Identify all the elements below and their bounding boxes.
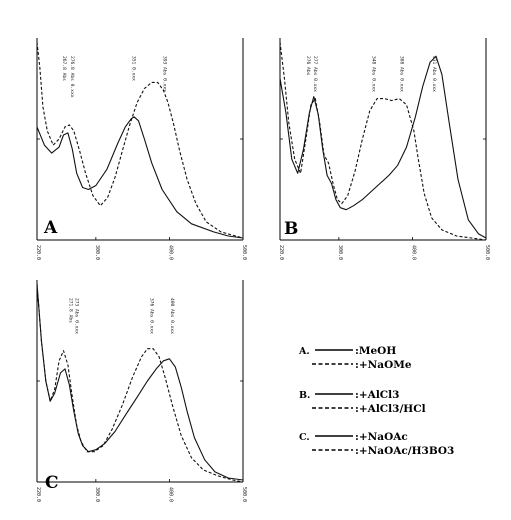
peak-annotation: 276 Abs <box>305 56 311 76</box>
peak-annotation: 400 Abs 0.xxx <box>169 298 175 334</box>
x-tick-label: 300.0 <box>337 245 343 260</box>
x-tick-label: 220.0 <box>35 487 41 502</box>
x-tick-label: 400.0 <box>167 487 173 502</box>
legend-group-letter: C. <box>299 432 310 443</box>
peak-annotation: 267.8 Abs <box>61 56 67 81</box>
peak-annotation: 376 Abs 0.xxx <box>148 298 154 334</box>
legend-group-letter: B. <box>299 390 310 401</box>
peak-annotation: 348 Abs 0.xxx <box>371 56 377 92</box>
legend-entry-label: :+NaOAc <box>355 431 408 443</box>
series-line-solid <box>36 116 244 239</box>
legend-entry-label: :+AlCl3/HCl <box>355 403 426 415</box>
series-line-solid <box>279 55 487 239</box>
panel-label-b: B <box>284 219 298 239</box>
legend-entry-label: :+AlCl3 <box>355 389 399 401</box>
series-line-solid <box>36 283 244 481</box>
x-tick-label: 400.0 <box>410 245 416 260</box>
chart-panel-b: 220.0 300.0 400.0 500.0 276 Abs 277 Abs 0.xxx… <box>278 38 490 260</box>
legend-entry-label: :+NaOAc/H3BO3 <box>355 445 454 457</box>
peak-annotation: 277 Abs 0.xxx <box>312 56 318 92</box>
x-tick-label: 300.0 <box>94 245 100 260</box>
x-tick-label: 220.0 <box>278 245 284 260</box>
legend: A. :MeOH :+NaOMe B. :+AlCl3 :+AlCl3/HCl C. :+Na… <box>298 345 454 457</box>
peak-annotation: 351 0.xxx <box>131 56 137 81</box>
x-tick-label: 300.0 <box>94 487 100 502</box>
x-tick-label: 500.0 <box>241 487 247 502</box>
series-line-dashed <box>279 41 487 241</box>
chart-panel-a: 220.0 300.0 400.0 500.0 267.8 Abs 276.8 Abs 0… <box>35 38 247 260</box>
series-line-dashed <box>36 41 244 239</box>
peak-annotation: 388 Abs 0.xxx <box>399 56 405 92</box>
peak-annotation: 431 Abs 0.xxx <box>431 56 437 92</box>
panel-label-c: C <box>45 473 59 493</box>
x-tick-label: 500.0 <box>241 245 247 260</box>
panel-label-a: A <box>43 218 58 238</box>
legend-group-letter: A. <box>298 346 310 357</box>
x-tick-label: 400.0 <box>167 245 173 260</box>
legend-entry-label: :MeOH <box>355 345 396 357</box>
peak-annotation: 276.8 Abs 0.xxx <box>69 56 75 98</box>
peak-annotation: 393 Abs 0.xxx <box>162 56 168 92</box>
series-line-dashed <box>36 283 244 483</box>
peak-annotation: 273 Abs 0.xxx <box>73 298 79 334</box>
x-tick-label: 500.0 <box>484 245 490 260</box>
chart-panel-c: 220.0 300.0 400.0 500.0 271.8 Abs 273 Abs 0.x… <box>35 280 247 502</box>
x-tick-label: 220.0 <box>35 245 41 260</box>
peak-annotation: 271.8 Abs <box>67 298 73 323</box>
legend-entry-label: :+NaOMe <box>355 359 412 371</box>
